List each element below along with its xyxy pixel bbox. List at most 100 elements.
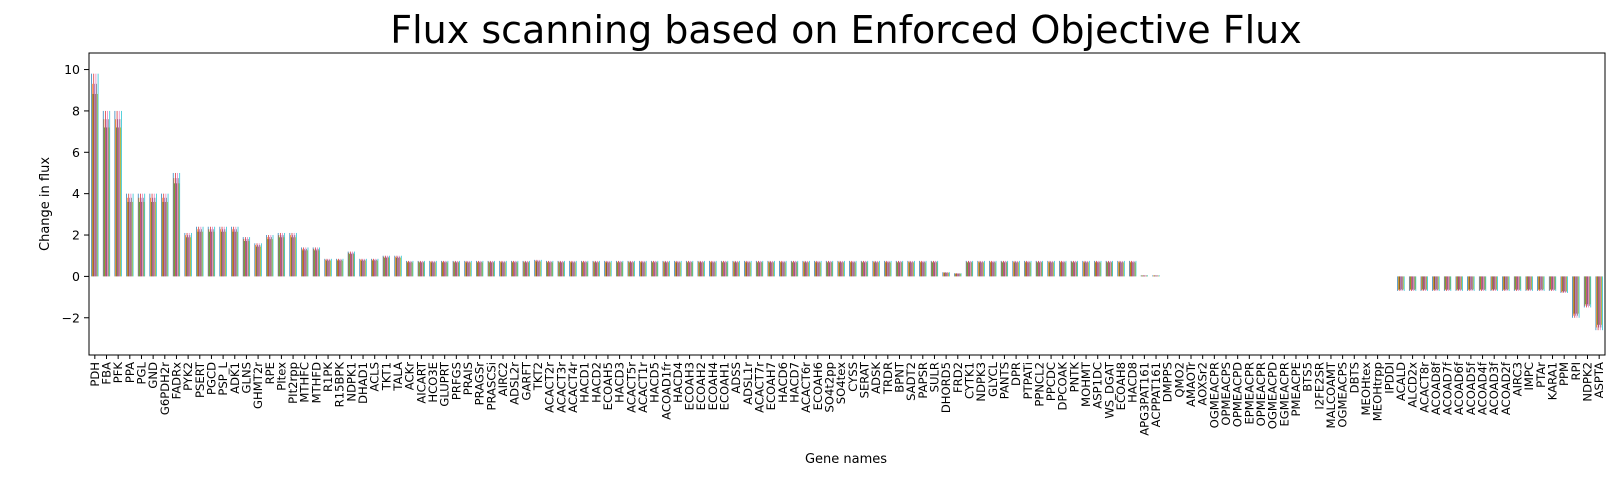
bar [643,260,645,277]
bar [562,260,563,277]
bar [1007,260,1009,277]
bar [282,235,284,277]
bar [885,262,887,277]
bar [1553,276,1555,291]
bar [687,262,689,277]
bar [376,260,378,277]
bar [1132,262,1134,277]
bar [769,260,771,277]
bar [669,260,670,277]
bar [1518,276,1520,291]
x-tick-label: ACACT4r [566,362,580,413]
bar [137,193,139,277]
bar [104,127,106,277]
bar [222,229,224,277]
bar [1493,276,1495,291]
bar [446,262,448,277]
bar [994,261,995,277]
bar [1110,260,1111,277]
bar [502,261,503,277]
bar [919,261,921,277]
bar [305,247,307,277]
bar [106,127,108,277]
bar [1456,276,1458,291]
x-tick-label: MEOHtrpp [1371,362,1385,421]
bar [374,260,376,277]
bar [1041,262,1043,277]
bar [1435,276,1437,290]
bar [1152,275,1154,277]
bar [1494,276,1495,290]
bar [524,260,526,277]
bar [1047,260,1049,277]
bar [102,110,104,277]
bar [1157,275,1159,277]
x-tick-label: OPMEACPR [1254,362,1268,426]
bar [433,260,435,277]
bar [1433,276,1434,291]
bar [757,262,759,277]
bar [1449,276,1451,290]
bar [165,193,167,277]
bar [907,260,909,277]
bar [172,172,174,277]
bar [255,244,256,277]
bar [1064,262,1066,277]
bar [1121,262,1122,277]
bar [888,260,890,277]
bar [126,197,128,277]
x-tick-label: ACACT8r [1417,362,1431,413]
bar [1074,262,1076,277]
bar [231,226,232,277]
bar [797,260,799,277]
bar [212,229,214,277]
x-tick-label: MEOHtex [1359,362,1373,416]
bar [607,262,609,277]
x-tick-label: ACKr [403,362,417,390]
bar [115,127,117,277]
x-tick-label: ACACT7r [753,362,767,413]
bar [502,262,504,277]
bar [942,272,944,277]
bar [433,262,434,277]
bar [595,261,597,277]
bar [1589,276,1591,305]
bar [282,232,283,277]
bar [865,261,867,277]
bar [855,260,857,277]
bar [1527,276,1528,290]
bar [712,262,714,277]
bar [221,226,223,277]
bar [781,260,783,277]
bar [667,261,669,277]
bar [351,254,353,277]
bar [581,261,583,277]
bar [642,261,643,277]
bar [191,232,192,277]
bar [1398,276,1399,291]
bar [1156,275,1157,277]
bar [1433,276,1435,290]
bar [957,273,959,277]
bar [290,237,292,277]
bar [564,260,565,277]
bar [1444,276,1446,291]
bar [703,262,705,277]
bar [1584,276,1586,306]
bar [866,262,868,277]
bar [666,260,668,277]
bar [1438,276,1440,291]
bar [164,197,165,277]
bar [511,260,512,277]
bar [1098,260,1100,277]
x-tick-label: ECOAH3 [683,362,697,410]
bar [1481,276,1483,291]
bar [214,226,216,277]
bar [1527,276,1529,291]
bar [734,260,736,277]
bar [1156,275,1158,277]
bar [441,261,443,277]
bar [860,260,862,277]
bar [890,260,892,277]
x-tick-label: ACACT2r [543,362,557,413]
